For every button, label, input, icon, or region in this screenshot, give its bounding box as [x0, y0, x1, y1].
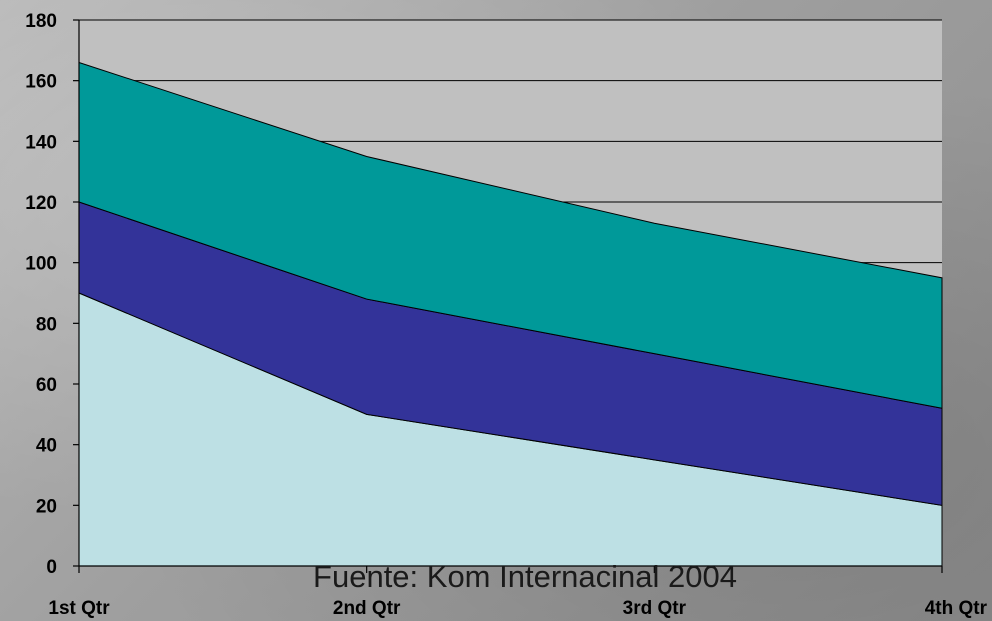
y-tick-label: 60	[36, 375, 57, 396]
y-tick-label: 20	[36, 496, 57, 517]
source-annotation: Fuente: Kom Internacinal 2004	[313, 559, 737, 594]
x-tick-label: 3rd Qtr	[623, 598, 687, 619]
y-tick-label: 180	[25, 11, 57, 32]
y-axis-tick-labels: 0 20 40 60 80 100 120 140 160 180	[25, 11, 57, 578]
y-tick-label: 40	[36, 436, 57, 457]
y-tick-label: 0	[46, 557, 57, 578]
y-tick-label: 120	[25, 193, 57, 214]
y-tick-label: 80	[36, 314, 57, 335]
x-axis-tick-labels: 1st Qtr 2nd Qtr 3rd Qtr 4th Qtr	[48, 598, 987, 619]
x-tick-label: 2nd Qtr	[333, 598, 401, 619]
y-tick-label: 100	[25, 254, 57, 275]
series-3-area	[78, 61, 943, 409]
y-tick-label: 160	[25, 72, 57, 93]
y-tick-label: 140	[25, 132, 57, 153]
x-tick-label: 1st Qtr	[48, 598, 110, 619]
axes	[73, 19, 943, 573]
x-tick-label: 4th Qtr	[925, 598, 988, 619]
